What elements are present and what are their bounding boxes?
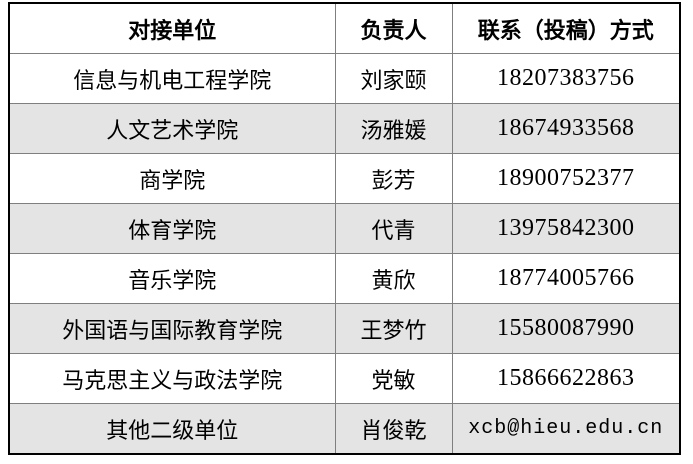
cell-person: 彭芳 xyxy=(334,153,453,204)
cell-person: 代青 xyxy=(334,203,453,254)
header-row: 对接单位 负责人 联系（投稿）方式 xyxy=(8,2,681,54)
cell-person: 汤雅媛 xyxy=(334,103,453,154)
cell-person: 王梦竹 xyxy=(334,303,453,354)
cell-person: 肖俊乾 xyxy=(334,403,453,455)
table-row: 外国语与国际教育学院 王梦竹 15580087990 xyxy=(8,303,681,354)
cell-contact: 18774005766 xyxy=(451,253,681,304)
cell-unit: 信息与机电工程学院 xyxy=(8,53,336,104)
cell-person: 黄欣 xyxy=(334,253,453,304)
cell-person: 刘家颐 xyxy=(334,53,453,104)
header-cell-unit: 对接单位 xyxy=(8,2,336,54)
cell-unit: 人文艺术学院 xyxy=(8,103,336,154)
header-cell-person: 负责人 xyxy=(334,2,453,54)
table-row: 其他二级单位 肖俊乾 xcb@hieu.edu.cn xyxy=(8,403,681,455)
cell-contact: 15580087990 xyxy=(451,303,681,354)
table-row: 商学院 彭芳 18900752377 xyxy=(8,153,681,204)
cell-unit: 其他二级单位 xyxy=(8,403,336,455)
table-row: 人文艺术学院 汤雅媛 18674933568 xyxy=(8,103,681,154)
cell-unit: 体育学院 xyxy=(8,203,336,254)
cell-unit: 外国语与国际教育学院 xyxy=(8,303,336,354)
cell-contact: 18674933568 xyxy=(451,103,681,154)
contact-table-wrapper: 对接单位 负责人 联系（投稿）方式 信息与机电工程学院 刘家颐 18207383… xyxy=(8,2,681,455)
cell-unit: 音乐学院 xyxy=(8,253,336,304)
table-row: 信息与机电工程学院 刘家颐 18207383756 xyxy=(8,53,681,104)
cell-contact: xcb@hieu.edu.cn xyxy=(451,403,681,455)
cell-contact: 13975842300 xyxy=(451,203,681,254)
cell-unit: 商学院 xyxy=(8,153,336,204)
cell-unit: 马克思主义与政法学院 xyxy=(8,353,336,404)
table-row: 体育学院 代青 13975842300 xyxy=(8,203,681,254)
header-cell-contact: 联系（投稿）方式 xyxy=(451,2,681,54)
cell-contact: 15866622863 xyxy=(451,353,681,404)
contact-table: 对接单位 负责人 联系（投稿）方式 信息与机电工程学院 刘家颐 18207383… xyxy=(8,2,681,455)
table-row: 马克思主义与政法学院 党敏 15866622863 xyxy=(8,353,681,404)
cell-contact: 18900752377 xyxy=(451,153,681,204)
cell-contact: 18207383756 xyxy=(451,53,681,104)
table-row: 音乐学院 黄欣 18774005766 xyxy=(8,253,681,304)
cell-person: 党敏 xyxy=(334,353,453,404)
